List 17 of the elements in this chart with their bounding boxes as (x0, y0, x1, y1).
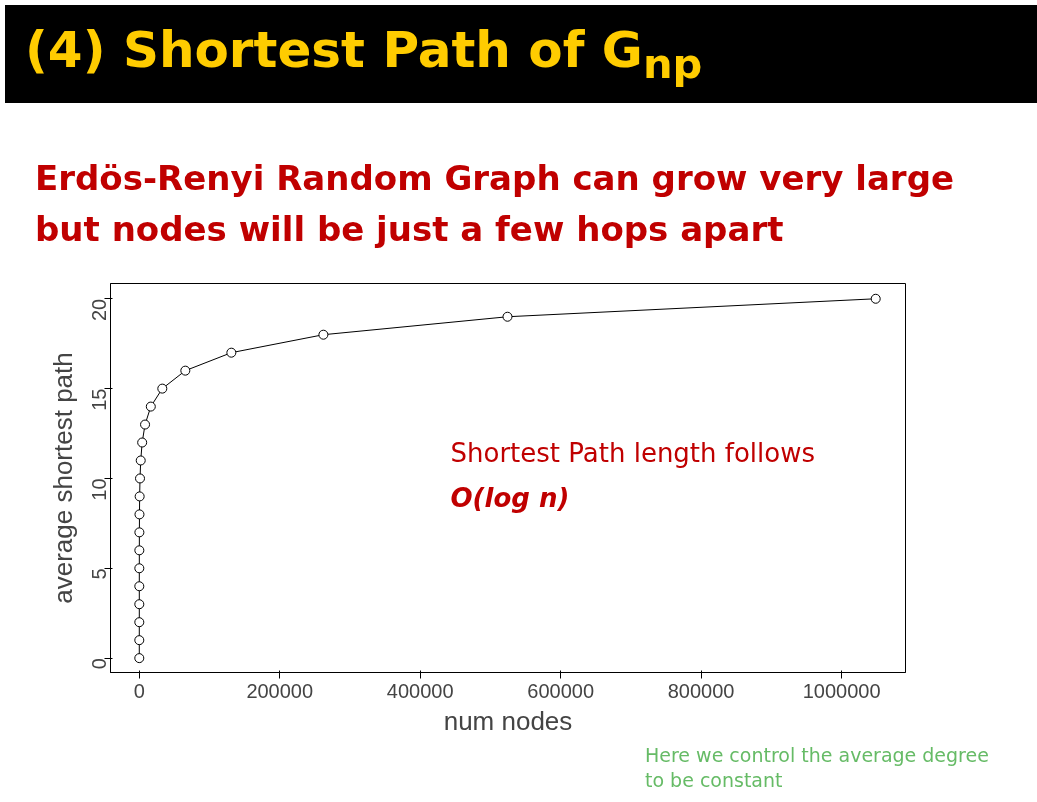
x-axis-title: num nodes (443, 705, 573, 736)
y-tick-label: 20 (88, 298, 111, 322)
chart-title: (4) Shortest Path of G$_{np}$ (25, 20, 703, 90)
x-tick-label: 600000 (527, 679, 595, 702)
y-axis-title: average shortest path (47, 352, 78, 604)
x-tick-label: 400000 (386, 679, 454, 702)
y-tick-label: 5 (88, 568, 111, 580)
chart-subtitle: Erdös-Renyi Random Graph can grow very large but nodes will be just a few hops apart (35, 157, 956, 251)
annotation: Shortest Path length follows O(log n) (450, 437, 816, 513)
y-tick-label: 15 (88, 388, 111, 411)
y-tick-label: 0 (88, 658, 111, 670)
y-tick-label: 10 (88, 478, 111, 501)
x-tick-label: 800000 (667, 679, 735, 702)
text: Here we control the average degree to be constant (645, 743, 990, 793)
x-tick-label: 1000000 (802, 679, 881, 702)
x-tick-label: 0 (133, 679, 145, 702)
x-tick-label: 200000 (246, 679, 314, 702)
